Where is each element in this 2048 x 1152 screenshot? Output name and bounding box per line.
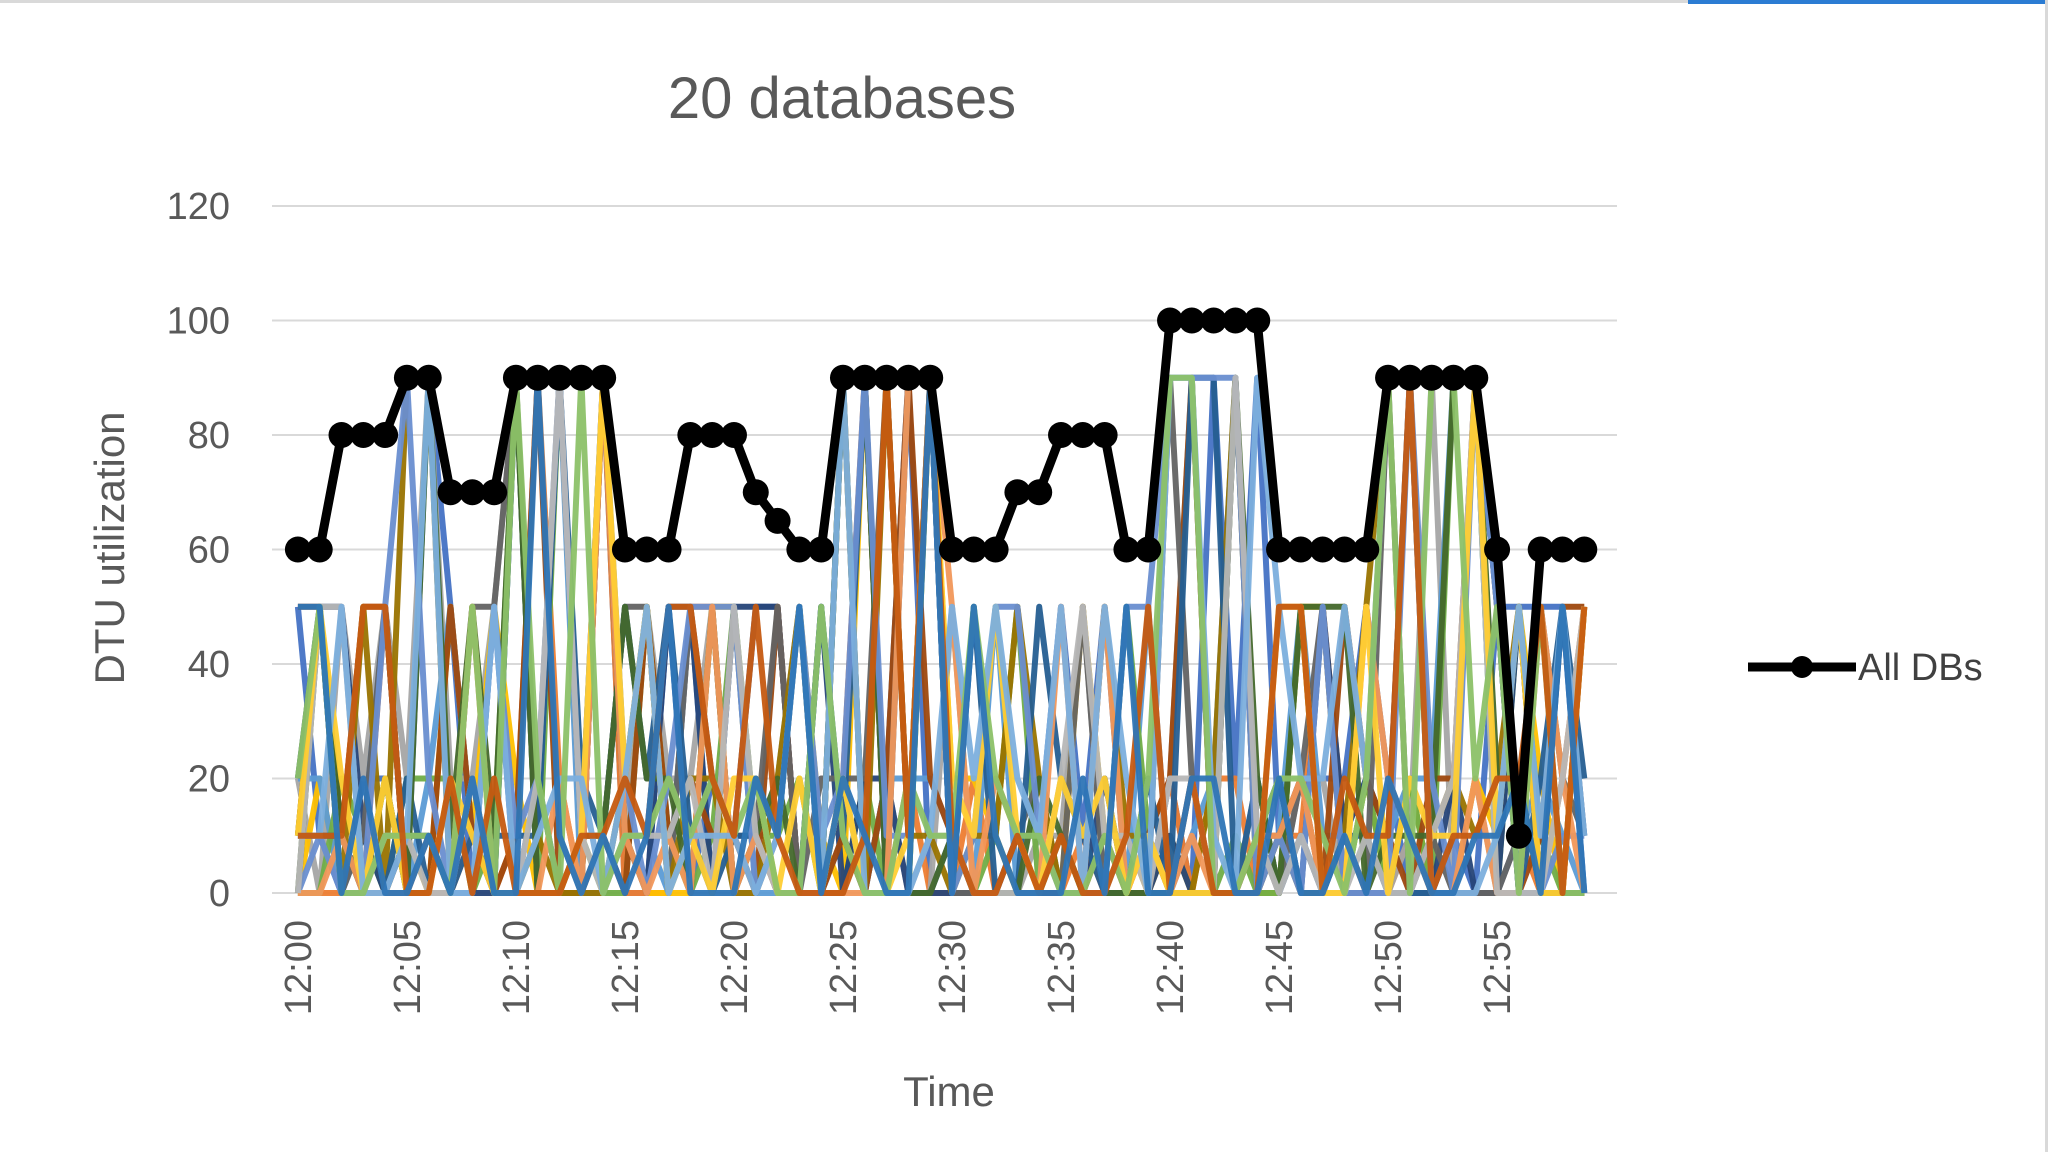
x-tick-label: 12:25 [823,920,865,1015]
all-dbs-point [306,536,333,563]
y-tick-label: 100 [167,301,230,343]
legend-marker-all-dbs [1791,656,1813,678]
y-axis-ticks: 0 20 40 60 80 100 120 [167,186,230,915]
all-dbs-point [808,536,835,563]
all-dbs-point [1375,364,1402,391]
all-dbs-point [1505,822,1532,849]
all-dbs-point [939,536,965,563]
x-tick-label: 12:15 [605,920,647,1015]
x-tick-label: 12:05 [387,920,429,1015]
all-dbs-point [1353,536,1380,563]
all-dbs-point [568,364,595,391]
all-dbs-point [873,364,900,391]
all-dbs-point [1462,364,1489,391]
y-tick-label: 0 [209,873,230,915]
y-tick-label: 40 [188,644,230,686]
x-axis-label: Time [903,1068,995,1115]
all-dbs-point [764,507,791,534]
all-dbs-point [415,364,442,391]
x-axis-ticks: 12:00 12:05 12:10 12:15 12:20 12:25 12:30 12:35… [278,920,1519,1015]
x-tick-label: 12:50 [1368,920,1410,1015]
all-dbs-point [633,536,660,563]
window-top-border [0,0,2048,3]
all-dbs-point [1200,307,1227,334]
all-dbs-point [481,479,508,506]
all-dbs-point [1331,536,1358,563]
y-tick-label: 80 [188,415,230,457]
all-dbs-point [742,479,769,506]
all-dbs-point [284,536,311,563]
all-dbs-point [1571,536,1598,563]
all-dbs-series [284,307,1598,849]
x-tick-label: 12:40 [1150,920,1192,1015]
legend-label-all-dbs: All DBs [1858,647,1983,689]
all-dbs-point [1004,479,1031,506]
all-dbs-line [297,316,1585,841]
all-dbs-point [1178,307,1205,334]
y-tick-label: 120 [167,186,230,228]
all-dbs-point [328,422,355,448]
all-dbs-point [720,422,747,448]
all-dbs-point [1527,536,1554,563]
all-dbs-point [1222,307,1249,334]
all-dbs-point [1048,422,1075,448]
all-dbs-point [960,536,987,563]
all-dbs-point [611,536,638,563]
all-dbs-point [655,536,682,563]
all-dbs-point [1069,422,1096,448]
all-dbs-point [502,364,529,391]
all-dbs-point [1309,536,1336,563]
all-dbs-point [786,536,813,563]
all-dbs-point [546,364,573,391]
legend: All DBs [1748,647,1983,689]
all-dbs-point [677,422,704,448]
chart-title: 20 databases [668,66,1016,131]
x-tick-label: 12:35 [1041,920,1083,1015]
all-dbs-point [917,364,944,391]
database-series-line [294,374,1585,896]
all-dbs-point [459,479,486,506]
all-dbs-point [1244,307,1271,334]
all-dbs-point [393,364,420,391]
all-dbs-point [851,364,878,391]
all-dbs-point [829,364,856,391]
all-dbs-point [1484,536,1511,563]
database-series-line [297,374,1588,896]
x-tick-label: 12:20 [714,920,756,1015]
all-dbs-point [982,536,1009,563]
window-right-border [2045,0,2048,1152]
all-dbs-point [1549,536,1576,563]
x-tick-label: 12:00 [278,920,320,1015]
all-dbs-point [1026,479,1053,506]
all-dbs-point [1091,422,1118,448]
x-tick-label: 12:45 [1259,920,1301,1015]
all-dbs-point [524,364,551,391]
all-dbs-point [1266,536,1293,563]
all-dbs-point [1396,364,1423,391]
all-dbs-point [372,422,399,448]
all-dbs-point [895,364,922,391]
all-dbs-point [437,479,464,506]
window-accent-bar [1688,0,2048,4]
y-tick-label: 60 [188,530,230,572]
all-dbs-point [699,422,726,448]
all-dbs-point [1135,536,1162,563]
all-dbs-point [1157,307,1184,334]
all-dbs-point [350,422,377,448]
all-dbs-point [1418,364,1445,391]
x-tick-label: 12:55 [1477,920,1519,1015]
all-dbs-point [1287,536,1314,563]
all-dbs-point [590,364,617,391]
all-dbs-point [1113,536,1140,563]
y-tick-label: 20 [188,759,230,801]
x-tick-label: 12:30 [932,920,974,1015]
y-axis-label: DTU utilization [86,411,133,684]
all-dbs-point [1440,364,1467,391]
x-tick-label: 12:10 [496,920,538,1015]
